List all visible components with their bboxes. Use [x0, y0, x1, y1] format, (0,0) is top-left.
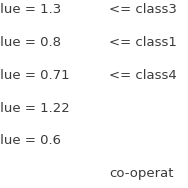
Text: <= class3: <= class3: [109, 3, 177, 16]
Text: <= class4: <= class4: [109, 69, 177, 82]
Text: alue = 1.22: alue = 1.22: [0, 102, 70, 114]
Text: alue = 1.3: alue = 1.3: [0, 3, 62, 16]
Text: alue = 0.6: alue = 0.6: [0, 134, 61, 147]
Text: co-operat: co-operat: [109, 168, 174, 180]
Text: alue = 0.8: alue = 0.8: [0, 36, 61, 49]
Text: alue = 0.71: alue = 0.71: [0, 69, 70, 82]
Text: <= class1: <= class1: [109, 36, 177, 49]
